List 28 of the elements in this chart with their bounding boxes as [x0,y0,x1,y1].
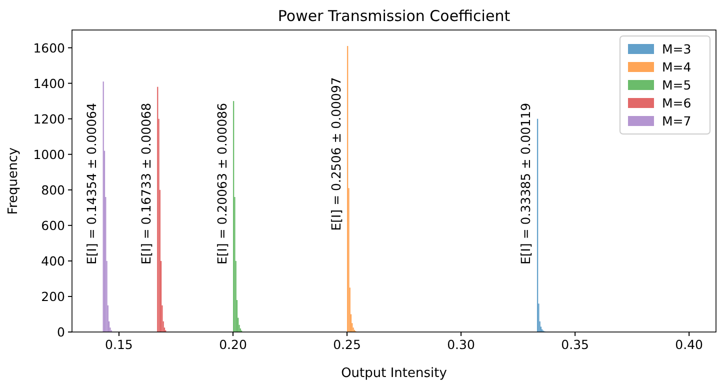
x-tick-label: 0.40 [675,337,704,352]
x-tick-label: 0.30 [447,337,476,352]
x-tick-label: 0.35 [561,337,589,352]
annotation: E[I] = 0.14354 ± 0.00064 [84,102,100,264]
y-tick-label: 800 [41,182,66,198]
annotation: E[I] = 0.2506 ± 0.00097 [328,77,344,231]
chart-title: Power Transmission Coefficient [278,7,510,25]
y-tick-label: 1400 [33,76,66,91]
y-tick-label: 0 [57,324,66,340]
legend-label: M=4 [662,60,692,74]
annotation: E[I] = 0.33385 ± 0.00119 [518,102,534,264]
legend-label: M=6 [662,96,692,110]
x-tick-label: 0.15 [105,337,133,352]
x-tick-label: 0.20 [219,337,247,352]
y-tick-label: 1200 [33,111,66,126]
y-axis-title: Frequency [6,147,21,215]
y-tick-label: 400 [41,253,66,268]
y-tick-label: 600 [41,218,66,233]
legend-label: M=7 [662,114,692,128]
x-axis-title: Output Intensity [341,366,448,381]
annotation: E[I] = 0.20063 ± 0.00086 [214,102,230,264]
y-tick-label: 1000 [33,146,66,162]
y-tick-label: 200 [41,288,66,304]
annotation: E[I] = 0.16733 ± 0.00068 [138,102,154,264]
legend-label: M=3 [662,42,692,56]
x-tick-label: 0.25 [333,337,361,352]
y-tick-label: 1600 [33,40,66,56]
legend-label: M=5 [662,78,692,92]
